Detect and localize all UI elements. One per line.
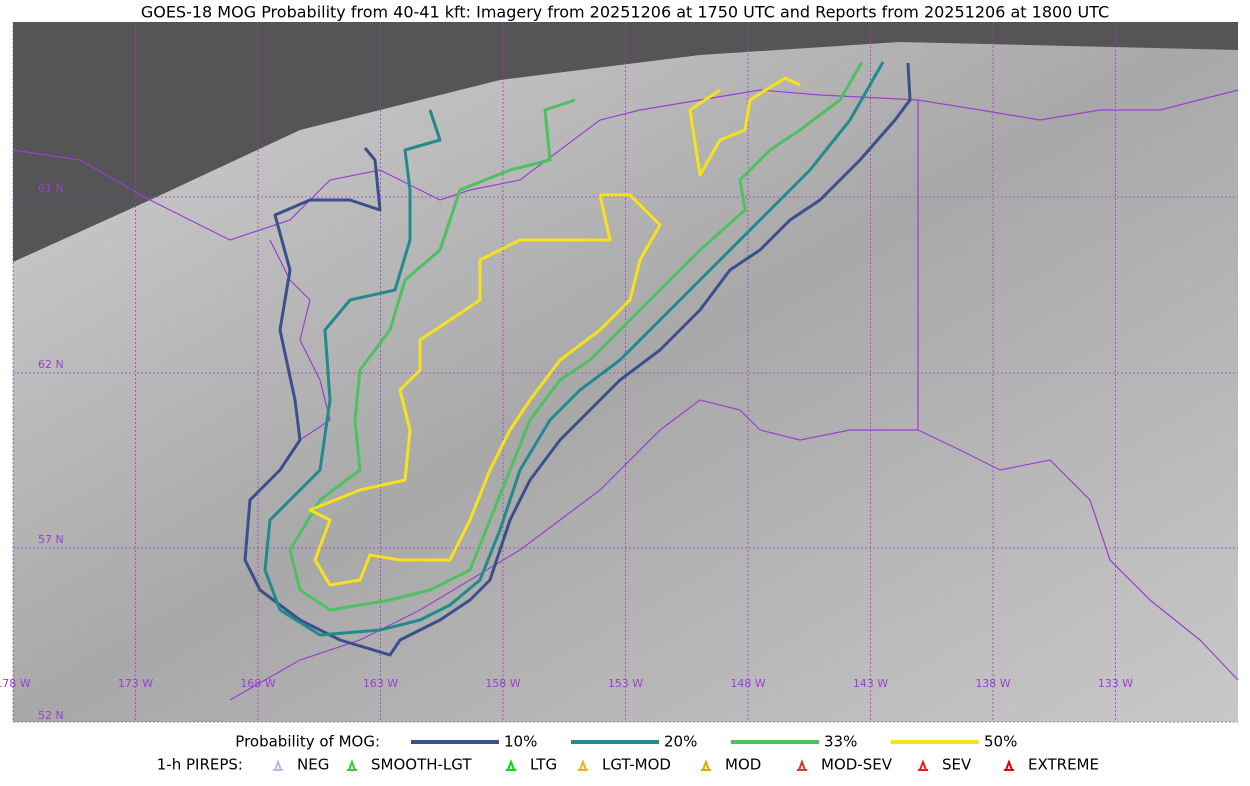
pirep-label: NEG (297, 756, 329, 774)
lon-label: 168 W (240, 677, 275, 690)
lon-label: 143 W (853, 677, 888, 690)
contour-20 (263, 61, 885, 637)
legend-label: 20% (664, 733, 697, 751)
pirep-label: SMOOTH-LGT (371, 756, 472, 774)
pirep-symbol (347, 759, 357, 771)
lat-label: 57 N (38, 533, 64, 546)
lon-label: 148 W (730, 677, 765, 690)
pirep-label: EXTREME (1028, 756, 1099, 774)
pirep-label: MOD (725, 756, 761, 774)
pirep-symbol (797, 759, 807, 771)
lat-label: 61 N (38, 182, 64, 195)
lon-label: 133 W (1098, 677, 1133, 690)
lon-label: 138 W (975, 677, 1010, 690)
contour-50 (688, 76, 801, 177)
legend-label: 10% (504, 733, 537, 751)
legend-label: 50% (984, 733, 1017, 751)
pirep-symbol (701, 759, 711, 771)
pirep-label: MOD-SEV (821, 756, 893, 774)
pirep-label: SEV (942, 756, 972, 774)
lat-label: 52 N (38, 709, 64, 722)
pirep-label: LGT-MOD (602, 756, 671, 774)
legend-label: 33% (824, 733, 857, 751)
contour-10 (243, 62, 912, 657)
pirep-symbol (273, 759, 283, 771)
pirep-symbol (506, 759, 516, 771)
legend-title: Probability of MOG: (235, 733, 380, 751)
coastline (12, 89, 1239, 241)
pirep-label: LTG (530, 756, 557, 774)
contour-50 (308, 193, 662, 587)
lon-label: 173 W (118, 677, 153, 690)
pirep-symbol (1004, 759, 1014, 771)
lon-label: 153 W (608, 677, 643, 690)
lon-label: 158 W (485, 677, 520, 690)
contour-33 (288, 61, 864, 612)
pirep-symbol (918, 759, 928, 771)
coastline (229, 239, 1239, 701)
lon-label: 178 W (0, 677, 31, 690)
pireps-title: 1-h PIREPS: (157, 756, 243, 774)
lon-label: 163 W (363, 677, 398, 690)
night-region (13, 22, 1238, 262)
map: 61 N 62 N 57 N 52 N 178 W 173 W 168 W 163 W 158 … (0, 22, 1239, 723)
lat-label: 62 N (38, 358, 64, 371)
title: GOES-18 MOG Probability from 40-41 kft: … (141, 3, 1109, 22)
pirep-symbol (578, 759, 588, 771)
